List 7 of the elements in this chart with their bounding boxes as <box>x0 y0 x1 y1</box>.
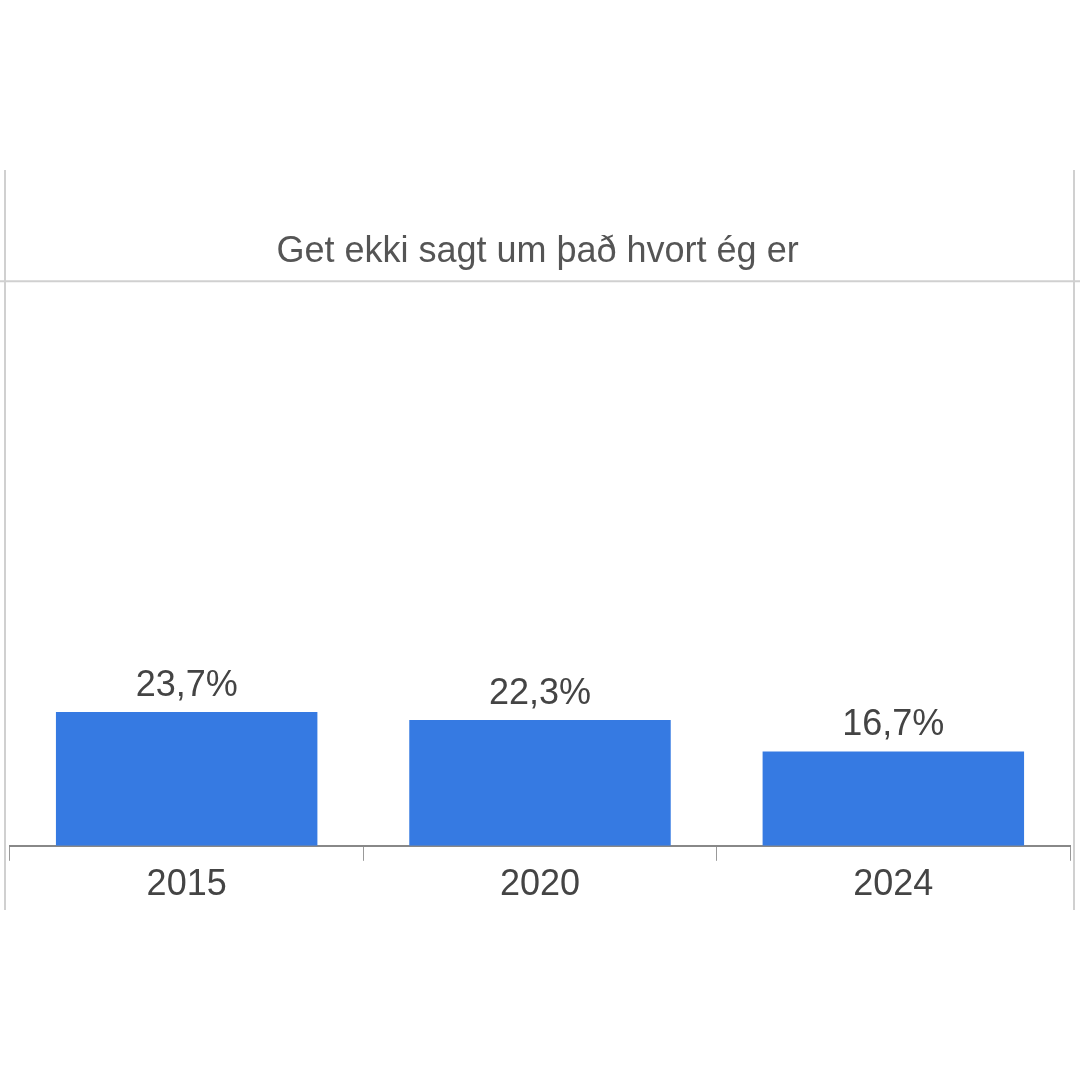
data-label: 23,7% <box>135 662 238 704</box>
x-tick-label: 2024 <box>853 862 934 904</box>
data-label: 16,7% <box>842 702 945 744</box>
chart-title: Get ekki sagt um það hvort ég er <box>276 228 799 270</box>
x-tick-label: 2015 <box>146 862 227 904</box>
x-tick-label: 2020 <box>499 862 581 904</box>
data-label: 22,3% <box>488 670 592 712</box>
